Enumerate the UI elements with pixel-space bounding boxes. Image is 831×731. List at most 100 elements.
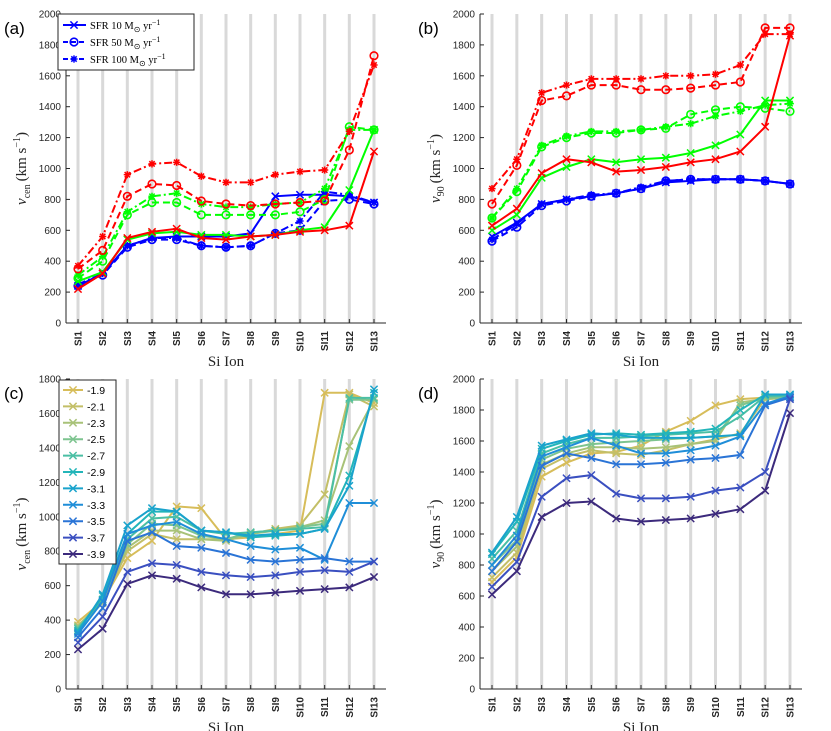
panel-d-marker-x (636, 517, 646, 526)
legend-entry-exp: −1 (152, 18, 161, 27)
panel-d-marker-x (587, 430, 596, 439)
panel-b-marker-x (562, 162, 571, 172)
panel-d-marker-x (736, 412, 745, 421)
panel-a-marker-x (345, 185, 354, 195)
panel-b: 0 200 400 600 800 1000 1200 1400 1600 1800 2000 SI1… (418, 10, 802, 370)
panel-a-ytick-label: 1200 (39, 133, 62, 144)
panel-a-marker-star (247, 242, 255, 250)
panel-a-marker-star (173, 158, 181, 166)
panel-d-marker-x (512, 567, 521, 576)
panel-b-xtick-label: SI1 (488, 331, 499, 346)
panel-a-marker-circle (172, 180, 182, 191)
panel-d-ylabel-sub: 90 (436, 552, 447, 562)
panel-c-xtick-label: SI9 (271, 697, 282, 712)
panel-a-marker-x (73, 284, 83, 294)
panel-c-xtick-label: SI1 (74, 697, 85, 712)
panel-a-marker-circle (270, 210, 280, 220)
panel-d-marker-x (711, 486, 720, 495)
panel-a-xtick-label: SI7 (222, 331, 233, 346)
panel-a-marker-circle (369, 51, 379, 61)
panel-d-marker-x (785, 395, 795, 404)
panel-c-marker-x (246, 572, 255, 582)
legend-entry-label: SFR 10 M (90, 21, 134, 32)
panel-c-marker-x (295, 567, 305, 577)
panel-c-marker-x (246, 531, 255, 540)
legend-marker-star (70, 55, 78, 63)
panel-d-ytick-label: 0 (469, 685, 475, 696)
panel-a-ylabel-exp: −1 (12, 137, 23, 148)
panel-a-marker-star (74, 280, 82, 288)
panel-b-marker-star (513, 220, 521, 228)
panel-a-marker-circle (246, 210, 256, 220)
panel-b-xtick-label: SI10 (711, 331, 722, 352)
panel-a-marker-star (99, 232, 107, 241)
panel-c-marker-x (369, 572, 379, 582)
panel-b-marker-circle (661, 176, 671, 186)
panel-c-marker-x (345, 481, 354, 490)
panel-a-ytick-label: 600 (44, 226, 61, 237)
panel-c-marker-x (271, 588, 280, 597)
panel-c-marker-x (123, 579, 132, 589)
panel-c-marker-x (221, 535, 231, 544)
panel-d-xtick-label: SI9 (686, 697, 697, 712)
panel-c-marker-x (320, 490, 329, 499)
panel-c-marker-x (172, 535, 181, 544)
panel-c-marker-x (320, 388, 329, 397)
panel-a-marker-star (247, 178, 255, 187)
panel-c-marker-x (271, 545, 280, 554)
legend-entry: SFR 100 M⊙ yr−1 (90, 52, 166, 68)
panel-a-marker-circle (98, 245, 108, 255)
panel-b-marker-circle (785, 106, 795, 116)
panel-c-marker-x (320, 584, 329, 594)
panel-b-marker-star (637, 183, 645, 191)
panel-a-marker-star (296, 167, 304, 176)
panel-d-xtick-label: SI10 (711, 697, 722, 718)
panel-c-marker-x (369, 557, 379, 566)
panel-a-marker-circle (295, 197, 305, 208)
panel-b-xtick-label: SI13 (786, 331, 797, 352)
panel-a-marker-circle (196, 210, 206, 220)
panel-d-marker-x (587, 470, 596, 480)
panel-c-marker-x (246, 541, 255, 551)
panel-c-xtick-label: SI12 (345, 697, 356, 718)
panel-d-marker-x (785, 408, 795, 418)
panel-c-marker-x (221, 590, 231, 599)
panel-a-ylabel-main: v (14, 198, 30, 205)
panel-d-marker-x (562, 435, 571, 444)
panel-c-marker-x (345, 583, 354, 592)
panel-b-marker-star (612, 75, 620, 83)
panel-c-xtick-label: SI2 (98, 697, 109, 712)
panel-b-marker-star (587, 75, 595, 83)
panel-d-marker-x (636, 494, 646, 503)
panel-a-marker-x (271, 192, 280, 201)
panel-b-marker-star (538, 200, 546, 208)
panel-b-marker-circle (561, 91, 572, 101)
panel-b-marker-star (587, 127, 595, 136)
panel-d-marker-x (686, 427, 695, 436)
panel-b-ylabel-sub: 90 (436, 186, 447, 196)
panel-d-ylabel-main: v (428, 562, 444, 569)
panel-b-marker-x (636, 165, 646, 175)
panel-a-marker-x (246, 232, 255, 241)
panel-d-xtick-label: SI11 (736, 697, 747, 717)
legend-entry: SFR 50 M⊙ yr−1 (90, 35, 160, 51)
panel-d-ylabel: v90 (km s−1) (426, 499, 447, 568)
panel-a-marker-star (123, 208, 131, 216)
panel-a-marker-x (295, 227, 305, 236)
panel-b-marker-star (711, 112, 720, 120)
panel-d-marker-x (512, 537, 521, 546)
panel-a-marker-x (197, 233, 206, 243)
panel-b-marker-circle (686, 109, 696, 120)
legend-marker-x (68, 533, 78, 542)
panel-b-marker-star (488, 214, 496, 222)
panel-a-marker-star (247, 203, 255, 211)
panel-b-ytick-label: 1600 (453, 71, 476, 82)
panel-a-marker-star (321, 166, 329, 174)
panel-d-marker-x (562, 443, 571, 452)
panel-b-marker-star (538, 141, 546, 149)
panel-d-marker-x (661, 443, 670, 452)
panel-d-marker-x (537, 461, 546, 470)
panel-b-marker-star (736, 107, 744, 115)
panel-d-marker-x (487, 548, 497, 557)
legend-entry: -2.3 (87, 418, 105, 430)
